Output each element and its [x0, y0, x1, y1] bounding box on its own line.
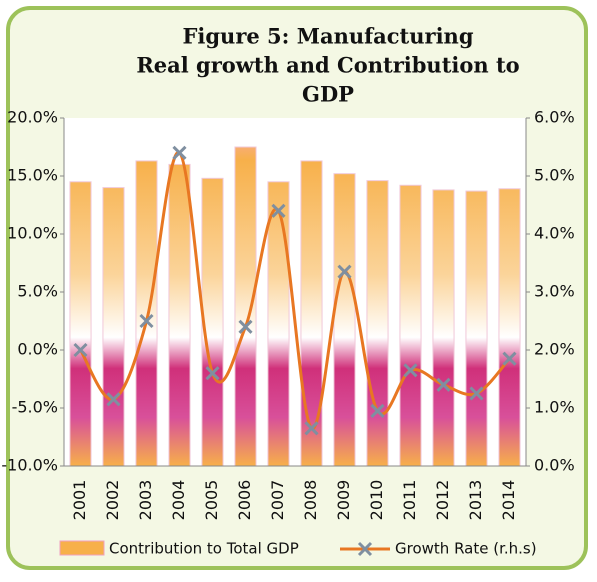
marker: [436, 377, 451, 392]
y2-tick-label: 2.0%: [534, 340, 575, 359]
x-tick-label: 2005: [202, 480, 221, 521]
bar: [135, 160, 158, 467]
bar: [366, 180, 389, 467]
marker-stroke: [172, 145, 187, 160]
y-tick-label: 5.0%: [17, 282, 58, 301]
marker-stroke: [436, 377, 451, 392]
x-tick-label: 2003: [136, 480, 155, 521]
marker: [502, 351, 517, 366]
y2-tick-label: 5.0%: [534, 166, 575, 185]
marker-stroke: [502, 351, 517, 366]
marker-stroke: [106, 392, 121, 407]
marker: [238, 319, 253, 334]
bar: [69, 181, 92, 467]
marker-stroke: [403, 363, 418, 378]
y2-tick-label: 4.0%: [534, 224, 575, 243]
bar: [432, 189, 455, 467]
x-tick-label: 2014: [499, 480, 518, 521]
marker-stroke: [271, 203, 286, 218]
chart-title: Figure 5: Manufacturing: [182, 24, 473, 49]
chart-title: Real growth and Contribution to: [136, 53, 519, 78]
x-tick-label: 2004: [169, 480, 188, 521]
bar: [333, 173, 356, 467]
y2-tick-label: 1.0%: [534, 398, 575, 417]
bar: [399, 184, 422, 467]
y-tick-label: 20.0%: [7, 108, 58, 127]
plot-area: [64, 118, 526, 466]
legend-label: Growth Rate (r.h.s): [395, 540, 537, 558]
legend-swatch: [59, 540, 105, 556]
x-tick-label: 2011: [400, 480, 419, 521]
y2-tick-label: 6.0%: [534, 108, 575, 127]
x-tick-label: 2002: [103, 480, 122, 521]
y2-tick-label: 3.0%: [534, 282, 575, 301]
legend-label: Contribution to Total GDP: [109, 540, 299, 558]
marker: [73, 342, 88, 358]
x-tick-label: 2013: [466, 480, 485, 521]
bar: [168, 163, 191, 467]
x-tick-label: 2012: [433, 480, 452, 521]
marker: [304, 421, 319, 436]
x-tick-label: 2009: [334, 480, 353, 521]
marker: [403, 363, 418, 378]
y-tick-label: 10.0%: [7, 224, 58, 243]
marker: [337, 264, 352, 279]
bar: [465, 190, 488, 467]
bar: [498, 188, 521, 467]
y-tick-label: 15.0%: [7, 166, 58, 185]
marker-stroke: [304, 421, 319, 436]
marker: [106, 392, 121, 407]
marker-stroke: [469, 386, 484, 401]
y-tick-label: 0.0%: [17, 340, 58, 359]
bar: [102, 187, 125, 467]
marker: [469, 386, 484, 401]
marker-stroke: [139, 313, 154, 329]
marker-stroke: [238, 319, 253, 334]
marker: [370, 403, 385, 418]
marker-stroke: [73, 342, 88, 358]
y-tick-label: -10.0%: [1, 456, 58, 475]
marker: [205, 366, 220, 381]
marker: [172, 145, 187, 160]
marker-stroke: [370, 403, 385, 418]
marker-stroke: [337, 264, 352, 279]
bar: [201, 177, 224, 467]
y-tick-label: -5.0%: [12, 398, 58, 417]
bar: [267, 181, 290, 467]
legend-marker: [357, 541, 373, 557]
marker-stroke: [205, 366, 220, 381]
x-tick-label: 2008: [301, 480, 320, 521]
y2-tick-label: 0.0%: [534, 456, 575, 475]
marker: [139, 313, 154, 329]
x-tick-label: 2010: [367, 480, 386, 521]
x-tick-label: 2001: [70, 480, 89, 521]
chart-title: GDP: [302, 82, 354, 107]
x-tick-label: 2006: [235, 480, 254, 521]
bar: [234, 146, 257, 467]
x-tick-label: 2007: [268, 480, 287, 521]
marker: [271, 203, 286, 218]
bar: [300, 160, 323, 467]
